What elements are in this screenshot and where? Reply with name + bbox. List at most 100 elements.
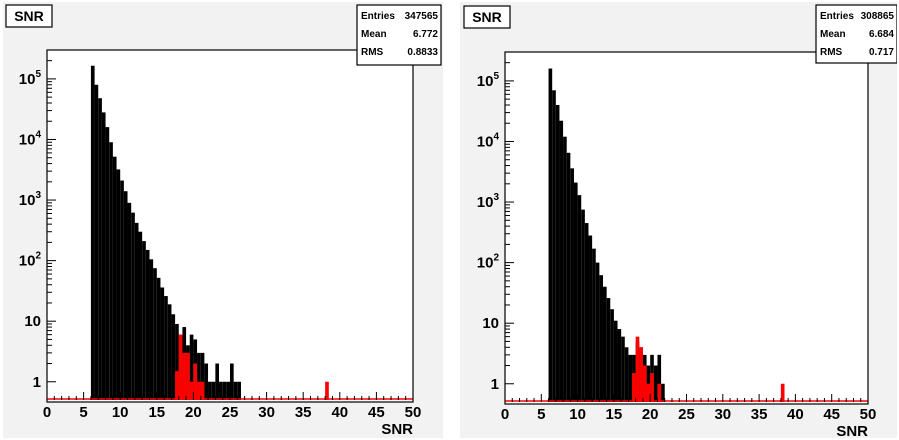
y-tick-base: 1	[33, 374, 41, 391]
y-tick-exponent: 3	[35, 190, 41, 201]
bar	[639, 347, 643, 402]
bar	[197, 381, 201, 400]
y-tick-base: 10	[477, 133, 494, 150]
bar	[570, 168, 574, 402]
x-tick-label: 20	[642, 406, 659, 423]
bar	[112, 156, 117, 400]
y-tick-exponent: 3	[493, 192, 499, 203]
bar	[233, 381, 238, 400]
bar	[145, 249, 150, 400]
bar	[581, 209, 585, 402]
y-tick-label: 103	[477, 192, 500, 211]
bar	[595, 262, 600, 402]
y-tick-label: 105	[477, 71, 500, 90]
stats-rms-label: RMS	[820, 47, 843, 58]
bar	[171, 314, 176, 400]
bar	[325, 381, 329, 400]
bar	[226, 381, 230, 400]
x-tick-label: 5	[537, 406, 545, 423]
y-tick-exponent: 2	[35, 251, 41, 262]
bar	[584, 223, 589, 402]
y-tick-label: 105	[19, 69, 42, 88]
series-red	[175, 334, 329, 400]
series-black	[548, 68, 665, 403]
x-axis-label: SNR	[381, 421, 413, 438]
x-tick-label: 10	[569, 406, 586, 423]
y-tick-exponent: 2	[493, 253, 499, 264]
x-tick-label: 30	[258, 404, 275, 421]
y-tick-label: 104	[477, 131, 500, 150]
y-tick-base: 10	[19, 253, 36, 270]
x-tick-label: 25	[678, 406, 695, 423]
bar	[661, 383, 665, 402]
x-tick-label: 0	[501, 406, 509, 423]
bar	[90, 65, 95, 400]
bar	[105, 127, 110, 401]
y-tick-label: 1	[491, 376, 499, 393]
stats-mean-value: 6.684	[869, 29, 894, 40]
y-tick-exponent: 5	[35, 69, 41, 80]
bar	[646, 365, 651, 402]
x-tick-label: 50	[860, 406, 877, 423]
x-tick-label: 45	[368, 404, 385, 421]
bar	[101, 112, 106, 400]
x-tick-label: 15	[148, 404, 165, 421]
y-tick-label: 10	[24, 313, 41, 330]
x-tick-label: 25	[222, 404, 239, 421]
y-tick-label: 104	[19, 129, 42, 148]
bar	[563, 136, 567, 402]
stats-entries-label: Entries	[361, 11, 395, 22]
bar	[599, 275, 604, 402]
bar	[182, 352, 187, 400]
bar	[200, 381, 205, 400]
stats-rms-value: 0.8833	[407, 47, 438, 58]
bar	[189, 334, 194, 400]
bar	[215, 363, 220, 400]
bar	[116, 169, 121, 400]
x-axis: 0 5 10 15 20 25 30 35 40 45 50	[501, 394, 877, 423]
stats-rms-label: RMS	[361, 47, 384, 58]
stats-entries-value: 347565	[405, 11, 439, 22]
bar	[98, 98, 102, 400]
histogram-panel-left: 0 5 10 15 20 25 30 35 40 45 50 1 10 102 103 104 105 SNR SN…	[3, 2, 443, 438]
bar	[613, 320, 618, 402]
bar	[606, 298, 611, 402]
y-tick-label: 1	[33, 374, 41, 391]
y-tick-base: 10	[19, 192, 36, 209]
bar	[120, 180, 124, 400]
y-tick-base: 10	[477, 255, 494, 272]
y-tick-label: 10	[482, 315, 499, 332]
y-tick-base: 10	[19, 131, 36, 148]
title-box	[463, 5, 511, 29]
x-tick-label: 15	[606, 406, 623, 423]
chart-title: SNR	[472, 9, 502, 25]
bar	[167, 304, 172, 400]
bar	[204, 363, 209, 400]
bar	[175, 323, 179, 400]
histogram-panel-right: 0 5 10 15 20 25 30 35 40 45 50 1 10 102 103 104 105 SNR SN…	[460, 2, 897, 438]
bar	[552, 90, 556, 403]
bar	[617, 329, 622, 402]
y-tick-base: 10	[24, 313, 41, 330]
bar	[548, 68, 553, 403]
bar	[193, 363, 198, 400]
bar	[222, 381, 227, 400]
snr-histogram-left: 0 5 10 15 20 25 30 35 40 45 50110102103104105SNRSN…	[5, 4, 442, 438]
x-tick-label: 20	[185, 404, 202, 421]
bar	[178, 334, 183, 400]
stats-box	[356, 4, 442, 66]
y-tick-exponent: 4	[493, 131, 499, 142]
bar	[624, 347, 629, 402]
bar	[559, 120, 564, 402]
y-tick-label: 102	[477, 253, 500, 272]
bar	[588, 235, 593, 402]
bar	[134, 222, 139, 400]
bar	[628, 354, 633, 402]
bar	[211, 381, 216, 400]
bar	[200, 352, 205, 400]
bar	[632, 373, 636, 402]
bar	[621, 336, 625, 402]
bar	[577, 195, 582, 402]
bar	[603, 286, 607, 402]
